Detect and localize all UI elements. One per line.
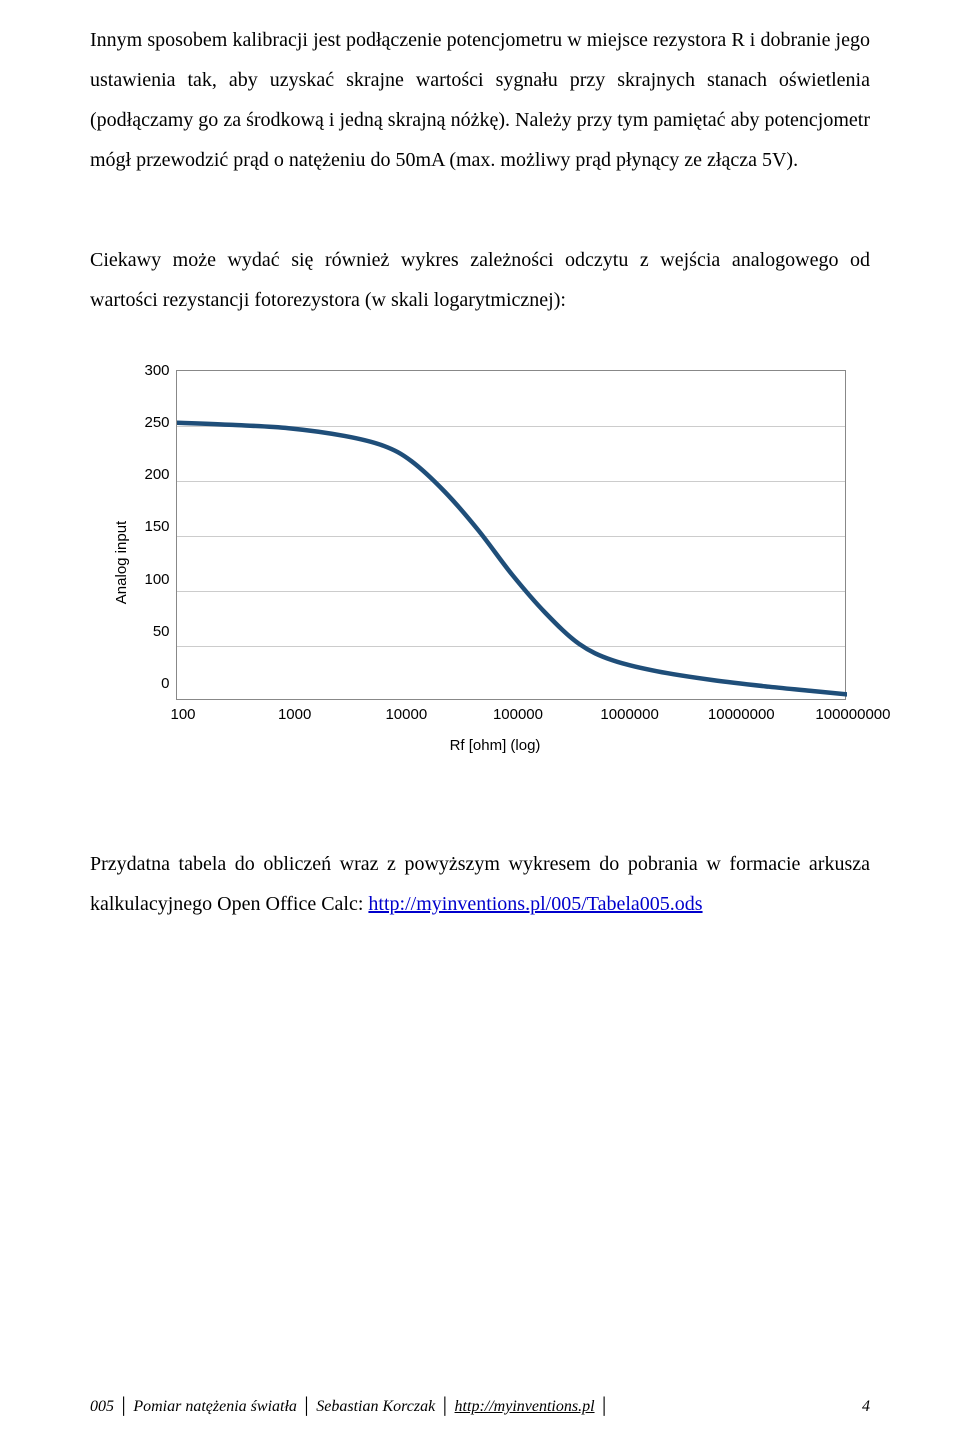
- y-axis-label-wrap: Analog input: [107, 554, 137, 571]
- paragraph-2: Ciekawy może wydać się również wykres za…: [90, 240, 870, 320]
- y-axis-label: Analog input: [114, 520, 131, 603]
- footer-sep: │: [297, 1398, 316, 1415]
- paragraph-3: Przydatna tabela do obliczeń wraz z powy…: [90, 844, 870, 924]
- footer-sep: │: [595, 1398, 610, 1415]
- y-tick: 50: [153, 623, 170, 640]
- y-tick: 250: [144, 414, 169, 431]
- footer-page-number: 4: [862, 1398, 870, 1416]
- footer-sep: │: [435, 1398, 454, 1415]
- y-tick: 200: [144, 466, 169, 483]
- page-footer: 005 │ Pomiar natężenia światła │ Sebasti…: [90, 1398, 870, 1416]
- paragraph-1: Innym sposobem kalibracji jest podłączen…: [90, 20, 870, 180]
- document-page: Innym sposobem kalibracji jest podłączen…: [0, 0, 960, 1444]
- y-tick: 150: [144, 518, 169, 535]
- y-tick: 100: [144, 571, 169, 588]
- footer-sep: │: [114, 1398, 133, 1415]
- x-axis-label: Rf [ohm] (log): [450, 737, 541, 754]
- chart-container: Analog input 300 250 200 150 100 50 0 10…: [90, 370, 870, 754]
- footer-left: 005 │ Pomiar natężenia światła │ Sebasti…: [90, 1398, 610, 1416]
- chart-curve: [177, 371, 847, 701]
- download-link[interactable]: http://myinventions.pl/005/Tabela005.ods: [368, 893, 702, 915]
- y-ticks: 300 250 200 150 100 50 0: [144, 362, 175, 692]
- footer-url: http://myinventions.pl: [455, 1398, 595, 1415]
- y-tick: 300: [144, 362, 169, 379]
- plot-row: 300 250 200 150 100 50 0: [144, 370, 845, 700]
- plot-area: [176, 370, 846, 700]
- x-ticks: 100 1000 10000 100000 1000000 10000000 1…: [183, 706, 853, 723]
- footer-doc-num: 005: [90, 1398, 114, 1415]
- footer-author: Sebastian Korczak: [316, 1398, 435, 1415]
- chart-inner: 300 250 200 150 100 50 0 100 1000 10000 …: [137, 370, 853, 754]
- footer-title: Pomiar natężenia światła: [133, 1398, 297, 1415]
- y-tick: 0: [161, 675, 169, 692]
